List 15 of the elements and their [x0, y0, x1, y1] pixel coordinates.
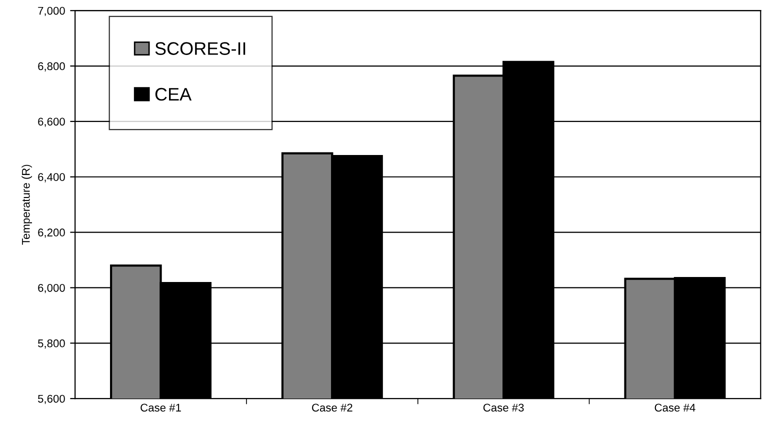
legend-label: CEA [155, 88, 192, 101]
x-tick-label: Case #4 [654, 404, 696, 412]
x-tick-label: Case #1 [140, 404, 181, 412]
legend-label: SCORES-II [155, 42, 246, 55]
y-tick-label: 5,800 [38, 339, 65, 349]
y-axis-title: Temperature (R) [22, 164, 32, 245]
y-tick-label: 6,400 [38, 173, 65, 182]
x-tick-label: Case #3 [483, 404, 524, 412]
x-tick-label: Case #2 [312, 404, 352, 412]
y-tick-label: 6,200 [38, 228, 65, 238]
y-tick-label: 5,600 [38, 394, 65, 404]
y-tick-label: 6,600 [38, 118, 65, 127]
y-tick-label: 6,800 [38, 62, 65, 72]
y-tick-label: 6,000 [38, 284, 65, 294]
y-tick-label: 7,000 [38, 6, 65, 16]
